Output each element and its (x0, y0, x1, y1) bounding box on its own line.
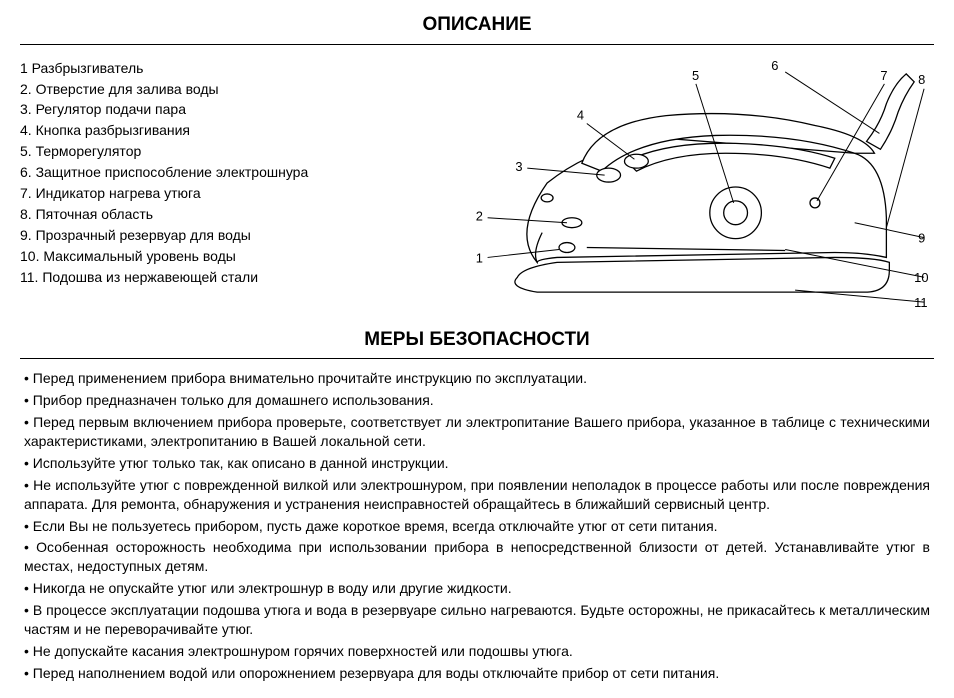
safety-text: Особенная осторожность необходима при ис… (24, 539, 930, 574)
parts-list: 1 Разбрызгиватель 2. Отверстие для залив… (20, 53, 430, 323)
rule-safety (20, 358, 934, 359)
safety-text: Перед наполнением водой или опорожнением… (33, 665, 719, 681)
part-item: 10. Максимальный уровень воды (20, 247, 430, 266)
part-item: 4. Кнопка разбрызгивания (20, 121, 430, 140)
page: ОПИСАНИЕ 1 Разбрызгиватель 2. Отверстие … (0, 0, 954, 698)
diagram-label-10: 10 (914, 270, 928, 285)
diagram-label-6: 6 (771, 58, 778, 73)
diagram-label-8: 8 (918, 71, 925, 86)
part-item: 1 Разбрызгиватель (20, 59, 430, 78)
safety-item: • Не используйте утюг с поврежденной вил… (24, 476, 930, 514)
safety-text: Перед первым включением прибора проверьт… (24, 414, 930, 449)
safety-item: • В процессе эксплуатации подошва утюга … (24, 601, 930, 639)
safety-item: • Используйте утюг только так, как описа… (24, 454, 930, 473)
part-item: 5. Терморегулятор (20, 142, 430, 161)
part-item: 3. Регулятор подачи пара (20, 100, 430, 119)
diagram-label-1: 1 (476, 250, 483, 265)
part-item: 7. Индикатор нагрева утюга (20, 184, 430, 203)
safety-text: Не допускайте касания электрошнуром горя… (33, 643, 573, 659)
description-title: ОПИСАНИЕ (20, 12, 934, 38)
part-item: 9. Прозрачный резервуар для воды (20, 226, 430, 245)
diagram-label-2: 2 (476, 208, 483, 223)
safety-text: В процессе эксплуатации подошва утюга и … (24, 602, 930, 637)
diagram-label-9: 9 (918, 230, 925, 245)
part-item: 8. Пяточная область (20, 205, 430, 224)
safety-item: • Особенная осторожность необходима при … (24, 538, 930, 576)
safety-item: • Если Вы не пользуетесь прибором, пусть… (24, 517, 930, 536)
safety-item: • Прибор предназначен только для домашне… (24, 391, 930, 410)
part-item: 6. Защитное приспособление электрошнура (20, 163, 430, 182)
diagram-label-7: 7 (880, 68, 887, 83)
diagram-label-5: 5 (692, 68, 699, 83)
safety-text: Используйте утюг только так, как описано… (33, 455, 449, 471)
diagram-label-3: 3 (515, 159, 522, 174)
safety-item: • Перед применением прибора внимательно … (24, 369, 930, 388)
rule-top (20, 44, 934, 45)
safety-item: • Не допускайте касания электрошнуром го… (24, 642, 930, 661)
safety-text: Прибор предназначен только для домашнего… (33, 392, 434, 408)
diagram-label-11: 11 (914, 295, 927, 310)
part-item: 2. Отверстие для залива воды (20, 80, 430, 99)
part-item: 11. Подошва из нержавеющей стали (20, 268, 430, 287)
safety-text: Не используйте утюг с поврежденной вилко… (24, 477, 930, 512)
safety-text: Никогда не опускайте утюг или электрошну… (33, 580, 512, 596)
iron-svg: 1 2 3 4 5 6 7 8 9 10 11 (438, 53, 934, 323)
safety-title: МЕРЫ БЕЗОПАСНОСТИ (20, 327, 934, 353)
diagram-label-4: 4 (577, 107, 584, 122)
safety-text: Если Вы не пользуетесь прибором, пусть д… (33, 518, 718, 534)
top-block: 1 Разбрызгиватель 2. Отверстие для залив… (20, 53, 934, 323)
safety-item: • Никогда не опускайте утюг или электрош… (24, 579, 930, 598)
safety-text: Перед применением прибора внимательно пр… (33, 370, 587, 386)
safety-item: • Перед наполнением водой или опорожнени… (24, 664, 930, 683)
iron-diagram: 1 2 3 4 5 6 7 8 9 10 11 (438, 53, 934, 323)
safety-list: • Перед применением прибора внимательно … (20, 369, 934, 682)
safety-item: • Перед первым включением прибора провер… (24, 413, 930, 451)
